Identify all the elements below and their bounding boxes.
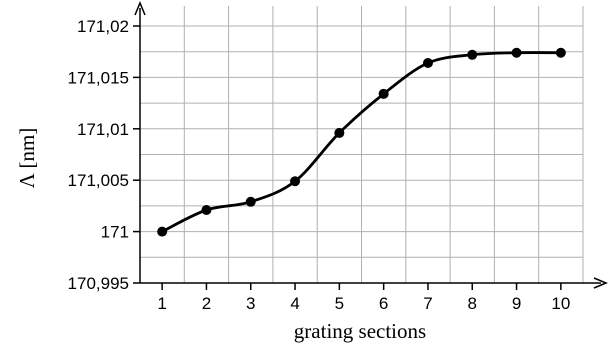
- x-tick-label: 7: [423, 294, 432, 313]
- grid: [140, 6, 584, 283]
- x-tick-label: 5: [335, 294, 344, 313]
- y-tick-label: 170,995: [68, 274, 129, 293]
- x-tick-label: 6: [379, 294, 388, 313]
- data-point: [245, 196, 256, 207]
- y-axis-label: Λ [nm]: [15, 128, 39, 189]
- x-tick-label: 4: [290, 294, 299, 313]
- x-tick-label: 3: [246, 294, 255, 313]
- x-tick-labels: 1 2 3 4 5 6 7 8 9 10: [157, 294, 570, 313]
- data-point: [157, 226, 168, 237]
- data-point: [201, 205, 212, 216]
- series-line: [161, 51, 561, 233]
- y-tick-labels: 170,995 171 171,005 171,01 171,015 171,02: [68, 17, 129, 293]
- y-axis-arrow: [134, 1, 146, 16]
- data-point: [467, 49, 478, 60]
- y-tick-label: 171: [101, 223, 129, 242]
- data-point: [422, 58, 433, 69]
- data-point: [555, 47, 566, 58]
- x-tick-label: 9: [512, 294, 521, 313]
- data-point: [334, 127, 345, 138]
- y-tick-label: 171,015: [68, 68, 129, 87]
- x-tick-label: 1: [157, 294, 166, 313]
- data-point: [378, 88, 389, 99]
- y-tick-label: 171,02: [77, 17, 129, 36]
- x-tick-label: 10: [551, 294, 570, 313]
- data-point: [290, 176, 301, 187]
- axes: [133, 1, 608, 290]
- series-group: [157, 47, 566, 237]
- x-axis-label: grating sections: [294, 319, 426, 343]
- x-tick-label: 2: [202, 294, 211, 313]
- x-tick-label: 8: [468, 294, 477, 313]
- y-tick-label: 171,005: [68, 171, 129, 190]
- y-tick-label: 171,01: [77, 120, 129, 139]
- data-point: [511, 47, 522, 58]
- x-axis-arrow: [593, 277, 608, 289]
